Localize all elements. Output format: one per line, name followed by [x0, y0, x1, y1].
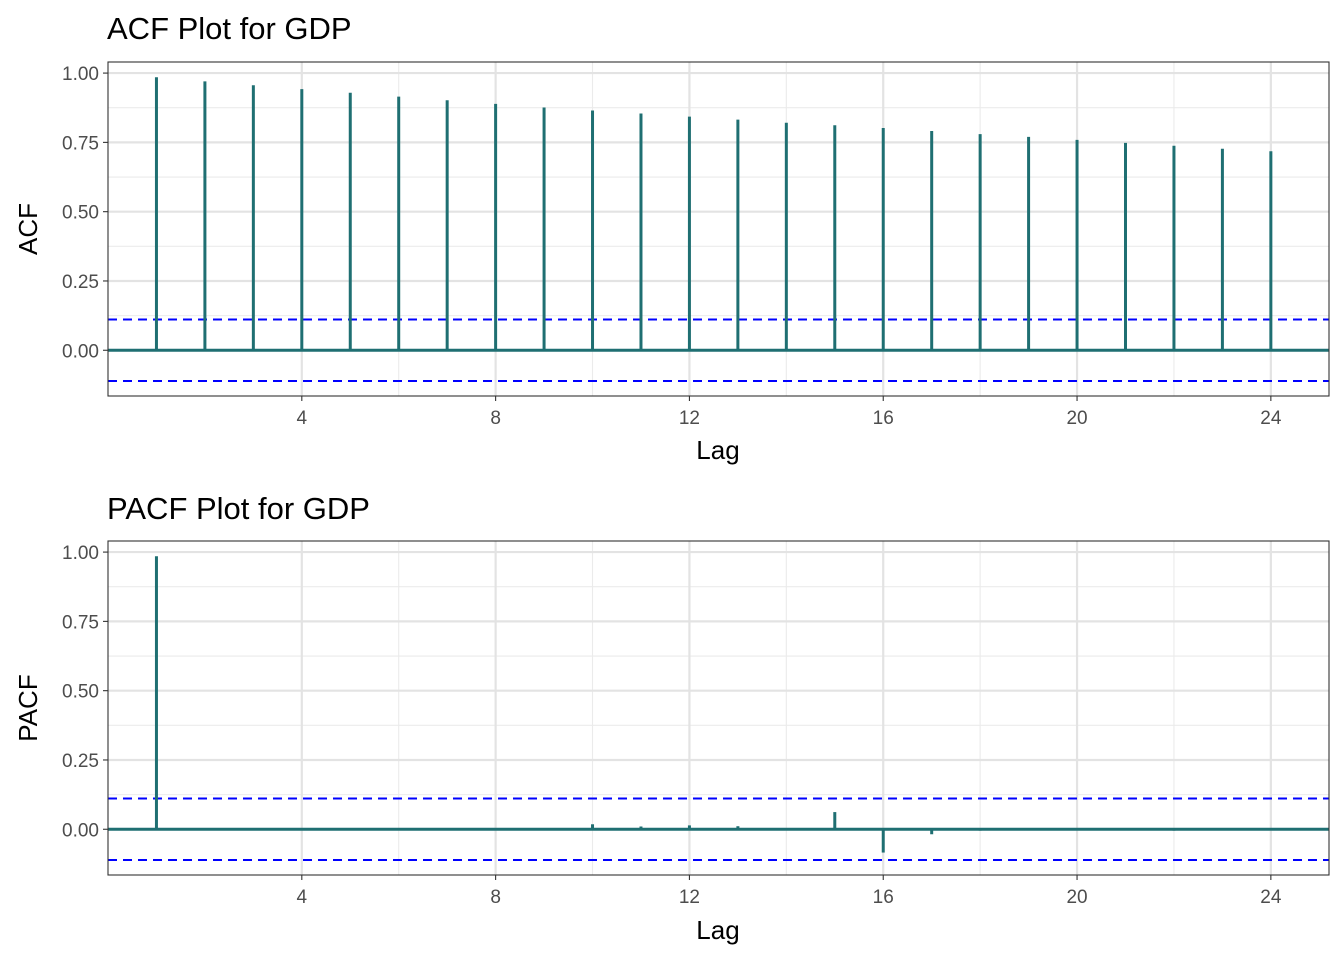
acf-y-axis: 0.00 0.25 0.50 0.75 1.00 — [62, 64, 108, 362]
acf-title: ACF Plot for GDP — [107, 11, 352, 46]
pacf-x-tick-label: 24 — [1260, 887, 1282, 908]
pacf-gridlines — [108, 541, 1329, 875]
pacf-y-tick-label: 0.00 — [62, 820, 99, 841]
acf-y-tick-label: 0.50 — [62, 203, 99, 224]
pacf-y-axis-title: PACF — [13, 674, 43, 741]
acf-y-tick-label: 1.00 — [62, 64, 99, 85]
acf-x-axis-title: Lag — [696, 435, 739, 465]
pacf-y-axis: 0.00 0.25 0.50 0.75 1.00 — [62, 543, 108, 841]
acf-x-tick-label: 4 — [297, 408, 308, 429]
acf-y-tick-label: 0.75 — [62, 133, 99, 154]
acf-x-tick-label: 16 — [873, 408, 894, 429]
pacf-title: PACF Plot for GDP — [107, 491, 370, 526]
pacf-x-tick-label: 20 — [1066, 887, 1087, 908]
pacf-plot-border — [107, 540, 1330, 876]
pacf-confidence-bounds — [108, 797, 1329, 862]
pacf-x-tick-label: 12 — [679, 887, 700, 908]
acf-x-axis: 4 8 12 16 20 24 — [297, 396, 1282, 429]
acf-plot-border — [107, 61, 1330, 397]
pacf-x-axis-title: Lag — [696, 915, 739, 945]
acf-confidence-bounds — [108, 318, 1329, 383]
acf-y-tick-label: 0.00 — [62, 341, 99, 362]
acf-x-tick-label: 8 — [490, 408, 501, 429]
pacf-bars — [108, 556, 1329, 853]
pacf-x-axis: 4 8 12 16 20 24 — [297, 875, 1282, 908]
pacf-panel: PACF Plot for GDP 4 8 12 16 20 24 0.00 0.25 0.5… — [13, 491, 1330, 945]
pacf-x-tick-label: 4 — [297, 887, 308, 908]
acf-x-tick-label: 24 — [1260, 408, 1282, 429]
pacf-plot-background — [108, 541, 1329, 875]
pacf-y-tick-label: 0.50 — [62, 682, 99, 703]
acf-plot-background — [108, 62, 1329, 396]
pacf-y-tick-label: 0.25 — [62, 751, 99, 772]
pacf-x-tick-label: 16 — [873, 887, 894, 908]
pacf-y-tick-label: 0.75 — [62, 612, 99, 633]
acf-y-tick-label: 0.25 — [62, 272, 99, 293]
pacf-y-tick-label: 1.00 — [62, 543, 99, 564]
acf-bars — [108, 77, 1329, 352]
acf-x-tick-label: 20 — [1066, 408, 1087, 429]
acf-panel: ACF Plot for GDP 4 8 12 16 20 24 0.00 0.25 0.50… — [13, 11, 1330, 465]
pacf-x-tick-label: 8 — [490, 887, 501, 908]
acf-x-tick-label: 12 — [679, 408, 700, 429]
acf-y-axis-title: ACF — [13, 203, 43, 255]
